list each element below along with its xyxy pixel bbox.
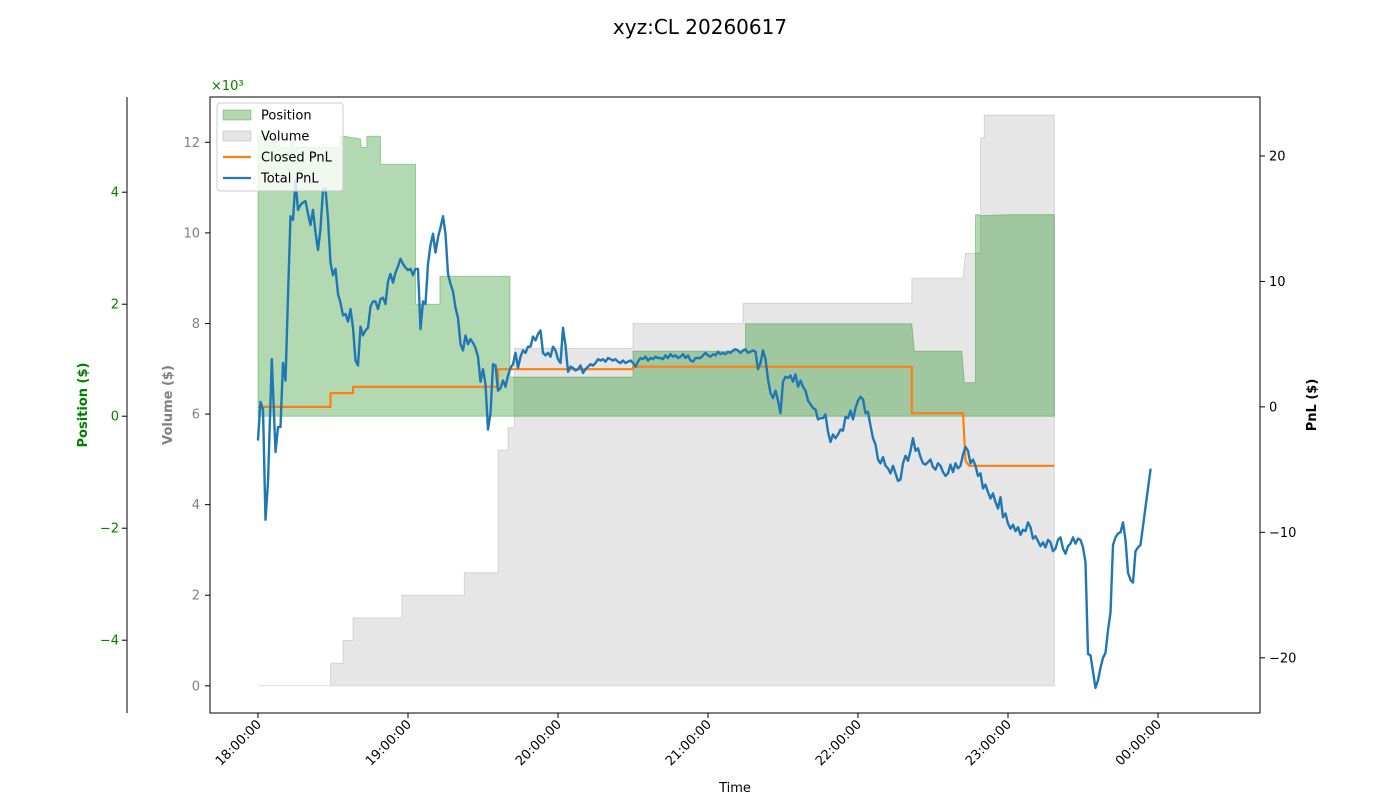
x-tick-label: 00:00:00 [1113, 717, 1165, 769]
pnl-tick-label: 10 [1269, 275, 1286, 290]
pnl-axis: 20 10 0 −10 −20 PnL ($) [1260, 149, 1320, 666]
volume-area [258, 114, 1055, 687]
x-tick-label: 22:00:00 [813, 717, 865, 769]
position-scale-note: ×10³ [211, 79, 244, 94]
position-area [257, 135, 1055, 417]
legend-label: Total PnL [260, 172, 319, 187]
legend-swatch [222, 109, 252, 121]
volume-tick-label: 10 [183, 226, 200, 241]
volume-tick-label: 2 [192, 589, 200, 604]
position-tick-label: 4 [111, 186, 119, 201]
pnl-axis-label: PnL ($) [1305, 379, 1320, 432]
x-axis-label: Time [718, 781, 751, 796]
legend: Position Volume Closed PnL Total PnL [216, 102, 344, 192]
plot-frame [209, 96, 1261, 714]
volume-tick-label: 0 [192, 679, 200, 694]
position-area-layer [257, 135, 1055, 417]
position-tick-label: 2 [111, 298, 119, 313]
position-axis-label: Position ($) [76, 363, 91, 448]
legend-label: Position [261, 109, 312, 124]
legend-swatch [222, 130, 252, 142]
x-tick-label: 19:00:00 [363, 717, 415, 769]
closed-pnl-line [258, 365, 1055, 467]
legend-box [216, 102, 344, 192]
pnl-tick-label: 0 [1269, 400, 1277, 415]
legend-label: Volume [261, 130, 309, 145]
pnl-tick-label: −10 [1269, 526, 1296, 541]
pnl-lines-layer [256, 179, 1152, 690]
volume-tick-label: 12 [183, 136, 200, 151]
x-tick-label: 18:00:00 [213, 717, 265, 769]
x-tick-label: 21:00:00 [663, 717, 715, 769]
total-pnl-line [256, 179, 1152, 690]
legend-label: Closed PnL [261, 151, 333, 166]
volume-tick-label: 8 [192, 317, 200, 332]
volume-axis-label: Volume ($) [161, 365, 176, 445]
volume-tick-label: 6 [192, 408, 200, 423]
x-tick-label: 23:00:00 [963, 717, 1015, 769]
position-tick-label: −4 [100, 634, 119, 649]
x-tick-label: 20:00:00 [513, 717, 565, 769]
pnl-tick-label: −20 [1269, 651, 1296, 666]
pnl-tick-label: 20 [1269, 149, 1286, 164]
chart-title: xyz:CL 20260617 [613, 15, 787, 39]
x-axis: 18:00:00 19:00:00 20:00:00 21:00:00 22:00:00… [213, 713, 1165, 769]
volume-axis: 12 10 8 6 4 2 0 Volume ($) [161, 136, 210, 694]
position-tick-label: 0 [111, 410, 119, 425]
volume-tick-label: 4 [192, 498, 200, 513]
volume-area-layer [258, 114, 1055, 687]
position-tick-label: −2 [100, 522, 119, 537]
position-axis: 4 2 0 −2 −4 Position ($) ×10³ [76, 79, 244, 713]
